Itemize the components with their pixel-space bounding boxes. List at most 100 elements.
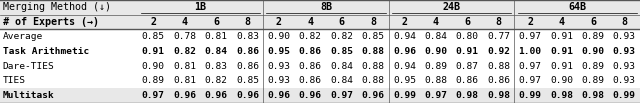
Text: 0.97: 0.97 — [518, 76, 541, 85]
Text: 0.97: 0.97 — [142, 91, 165, 100]
Text: 0.90: 0.90 — [424, 47, 447, 56]
Text: 0.89: 0.89 — [424, 62, 447, 71]
Text: 0.88: 0.88 — [362, 76, 385, 85]
Text: 4: 4 — [433, 17, 439, 27]
Text: 0.84: 0.84 — [330, 76, 353, 85]
Text: 0.89: 0.89 — [581, 62, 604, 71]
Text: 0.90: 0.90 — [550, 76, 573, 85]
Text: 0.97: 0.97 — [330, 91, 353, 100]
Text: 0.93: 0.93 — [613, 32, 636, 41]
Text: 0.94: 0.94 — [393, 62, 416, 71]
Text: 0.85: 0.85 — [330, 47, 353, 56]
Text: 0.86: 0.86 — [456, 76, 479, 85]
Text: 6: 6 — [213, 17, 219, 27]
Text: 0.86: 0.86 — [299, 62, 322, 71]
Text: 0.90: 0.90 — [142, 62, 165, 71]
Text: 0.95: 0.95 — [393, 76, 416, 85]
Text: 0.98: 0.98 — [456, 91, 479, 100]
Text: 4: 4 — [182, 17, 188, 27]
Text: 0.96: 0.96 — [393, 47, 416, 56]
Text: 0.92: 0.92 — [487, 47, 510, 56]
Text: 0.91: 0.91 — [550, 32, 573, 41]
Text: 0.95: 0.95 — [268, 47, 291, 56]
Text: 0.93: 0.93 — [613, 47, 636, 56]
Text: 64B: 64B — [568, 2, 586, 12]
Text: 8: 8 — [244, 17, 250, 27]
Text: 0.77: 0.77 — [487, 32, 510, 41]
Text: 2: 2 — [276, 17, 282, 27]
Text: 0.94: 0.94 — [393, 32, 416, 41]
Text: 0.99: 0.99 — [393, 91, 416, 100]
Text: 24B: 24B — [443, 2, 461, 12]
Text: 0.87: 0.87 — [456, 62, 479, 71]
Text: 4: 4 — [307, 17, 314, 27]
Text: 0.98: 0.98 — [487, 91, 510, 100]
Text: 8B: 8B — [320, 2, 332, 12]
Text: TIES: TIES — [3, 76, 26, 85]
Text: 0.99: 0.99 — [613, 91, 636, 100]
Text: Multitask: Multitask — [3, 91, 54, 100]
Text: 1B: 1B — [195, 2, 206, 12]
Text: 4: 4 — [559, 17, 564, 27]
Text: 0.82: 0.82 — [330, 32, 353, 41]
Text: 0.97: 0.97 — [518, 32, 541, 41]
Text: 0.84: 0.84 — [330, 62, 353, 71]
Text: Task Arithmetic: Task Arithmetic — [3, 47, 89, 56]
Text: Average: Average — [3, 32, 43, 41]
Text: 0.91: 0.91 — [550, 62, 573, 71]
Text: 0.89: 0.89 — [142, 76, 165, 85]
Text: 0.86: 0.86 — [299, 47, 322, 56]
Text: 0.85: 0.85 — [362, 32, 385, 41]
Bar — [0, 0, 640, 15]
Text: 0.86: 0.86 — [236, 47, 259, 56]
Text: 0.81: 0.81 — [173, 62, 196, 71]
Text: Dare-TIES: Dare-TIES — [3, 62, 54, 71]
Text: 0.96: 0.96 — [173, 91, 196, 100]
Text: 6: 6 — [590, 17, 596, 27]
Text: 0.81: 0.81 — [173, 76, 196, 85]
Bar — [0, 88, 640, 103]
Text: 0.90: 0.90 — [581, 47, 604, 56]
Text: 0.88: 0.88 — [362, 47, 385, 56]
Text: 0.98: 0.98 — [581, 91, 604, 100]
Text: 0.99: 0.99 — [518, 91, 541, 100]
Text: 0.93: 0.93 — [268, 76, 291, 85]
Text: 0.91: 0.91 — [142, 47, 165, 56]
Text: 0.96: 0.96 — [299, 91, 322, 100]
Text: 8: 8 — [370, 17, 376, 27]
Text: 0.93: 0.93 — [613, 62, 636, 71]
Text: 0.97: 0.97 — [424, 91, 447, 100]
Text: 0.84: 0.84 — [424, 32, 447, 41]
Text: 0.88: 0.88 — [362, 62, 385, 71]
Text: # of Experts (→): # of Experts (→) — [3, 17, 99, 27]
Text: 0.86: 0.86 — [299, 76, 322, 85]
Text: 8: 8 — [496, 17, 502, 27]
Text: 0.88: 0.88 — [487, 62, 510, 71]
Text: 0.85: 0.85 — [236, 76, 259, 85]
Text: 0.91: 0.91 — [456, 47, 479, 56]
Text: 0.83: 0.83 — [236, 32, 259, 41]
Text: 0.91: 0.91 — [550, 47, 573, 56]
Text: 2: 2 — [527, 17, 533, 27]
Text: 0.89: 0.89 — [581, 32, 604, 41]
Text: 2: 2 — [401, 17, 408, 27]
Text: 8: 8 — [621, 17, 627, 27]
Text: 0.89: 0.89 — [581, 76, 604, 85]
Text: 2: 2 — [150, 17, 156, 27]
Text: 0.93: 0.93 — [613, 76, 636, 85]
Text: 0.88: 0.88 — [424, 76, 447, 85]
Text: 0.98: 0.98 — [550, 91, 573, 100]
Text: 6: 6 — [339, 17, 345, 27]
Text: 1.00: 1.00 — [518, 47, 541, 56]
Text: 0.84: 0.84 — [205, 47, 228, 56]
Text: 0.82: 0.82 — [173, 47, 196, 56]
Text: 0.85: 0.85 — [142, 32, 165, 41]
Text: 0.96: 0.96 — [268, 91, 291, 100]
Text: 0.82: 0.82 — [205, 76, 228, 85]
Text: 0.96: 0.96 — [236, 91, 259, 100]
Text: 0.93: 0.93 — [268, 62, 291, 71]
Text: 0.78: 0.78 — [173, 32, 196, 41]
Text: 0.82: 0.82 — [299, 32, 322, 41]
Bar — [0, 15, 640, 29]
Text: Merging Method (↓): Merging Method (↓) — [3, 2, 111, 12]
